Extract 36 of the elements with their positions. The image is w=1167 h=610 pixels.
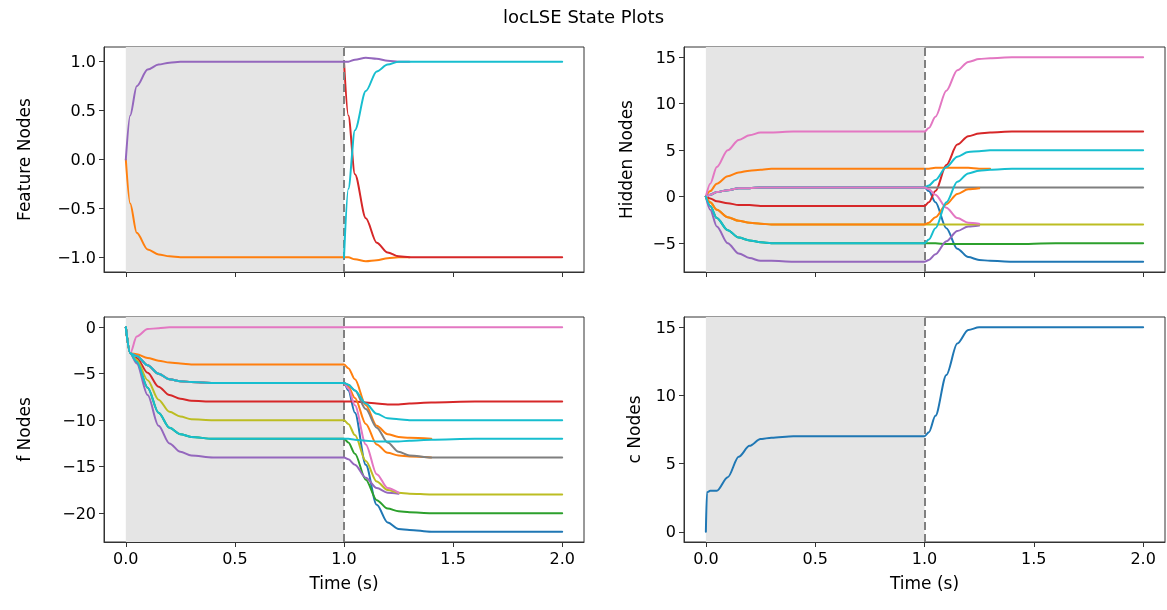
y-tick-label: 15 [655, 317, 676, 337]
y-axis-title: Feature Nodes [13, 97, 34, 221]
y-tick-label: −1.0 [57, 247, 96, 267]
x-tick-label: 0.0 [693, 548, 719, 568]
y-tick-label: 0 [85, 317, 96, 337]
y-tick-label: 10 [655, 94, 676, 114]
x-tick-label: 0.0 [113, 548, 139, 568]
y-axis-title: c Nodes [623, 395, 644, 464]
y-tick-label: 1.0 [70, 52, 96, 72]
x-axis-title: Time (s) [308, 572, 379, 593]
y-axis-title: Hidden Nodes [615, 99, 636, 219]
x-tick-label: 1.0 [911, 548, 938, 568]
y-tick-label: 5 [665, 454, 676, 474]
y-tick-label: −0.5 [57, 198, 96, 218]
y-tick-label: 0.0 [70, 150, 96, 169]
x-tick-label: 0.5 [222, 548, 248, 568]
y-tick-label: 0.5 [70, 101, 96, 121]
y-axis-title: f Nodes [13, 397, 34, 462]
chart-title: locLSE State Plots [501, 6, 666, 27]
x-tick-label: 1.5 [440, 548, 466, 568]
y-tick-label: 5 [665, 140, 676, 160]
y-tick-label: −5 [652, 233, 676, 253]
y-tick-label: 10 [655, 385, 676, 405]
x-tick-label: 1.5 [1021, 548, 1047, 568]
x-tick-label: 0.5 [802, 548, 828, 568]
y-tick-label: −15 [62, 457, 96, 477]
y-tick-label: 0 [665, 187, 676, 207]
x-tick-label: 1.0 [331, 548, 357, 568]
x-tick-label: 2.0 [1130, 548, 1156, 568]
y-tick-label: 0 [665, 522, 676, 542]
y-tick-label: −5 [72, 364, 96, 384]
y-tick-label: 15 [655, 47, 676, 67]
y-tick-label: −10 [62, 410, 96, 430]
y-tick-label: −20 [62, 503, 96, 523]
x-axis-title: Time (s) [888, 572, 960, 593]
x-tick-label: 2.0 [549, 548, 575, 568]
